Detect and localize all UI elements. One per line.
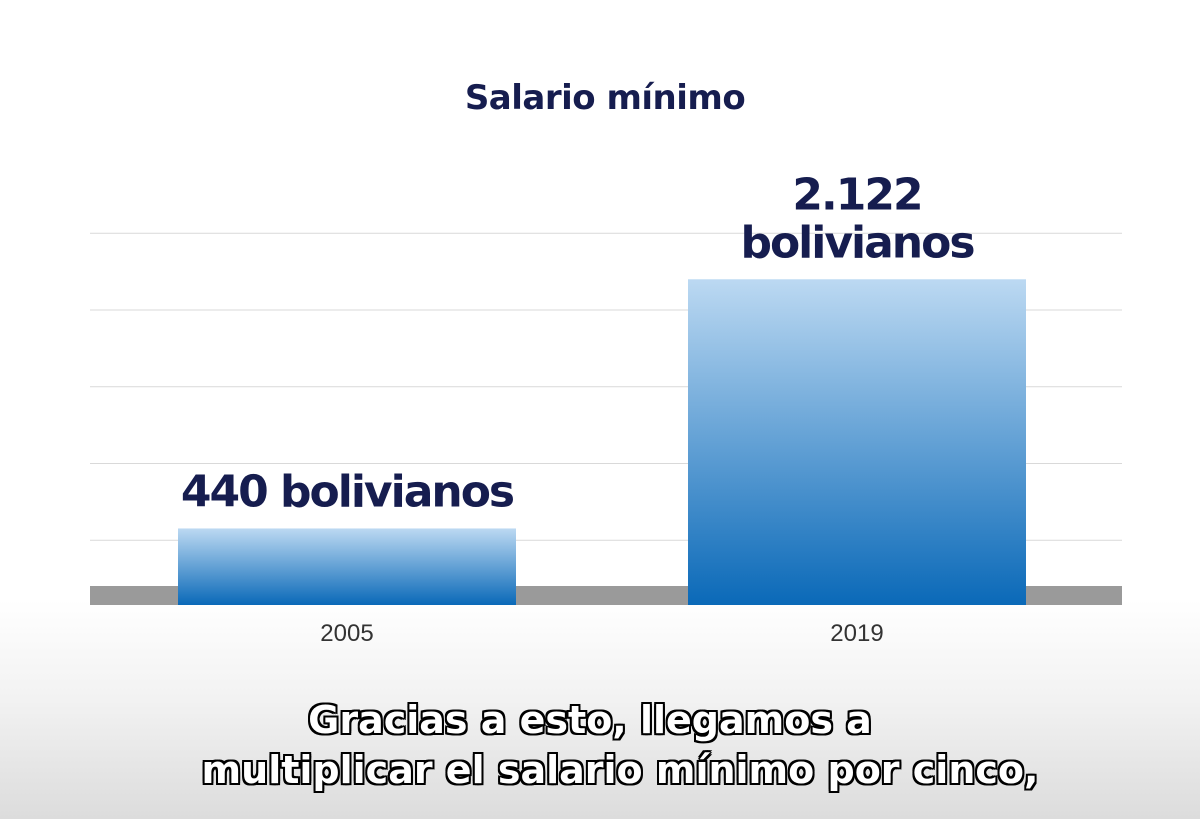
- subtitle-line-1: Gracias a esto, llegamos a: [308, 698, 872, 742]
- data-label-2019-1: bolivianos: [740, 217, 974, 268]
- subtitle-line-2: multiplicar el salario mínimo por cinco,: [201, 748, 1039, 792]
- data-label-2005-0: 440 bolivianos: [181, 466, 514, 517]
- bar-2005: [178, 528, 516, 605]
- chart-title: Salario mínimo: [464, 78, 746, 118]
- data-label-2019-0: 2.122: [792, 169, 921, 220]
- tick-label-2005: 2005: [320, 620, 373, 647]
- bar-2019: [688, 279, 1026, 605]
- tick-label-2019: 2019: [830, 620, 883, 647]
